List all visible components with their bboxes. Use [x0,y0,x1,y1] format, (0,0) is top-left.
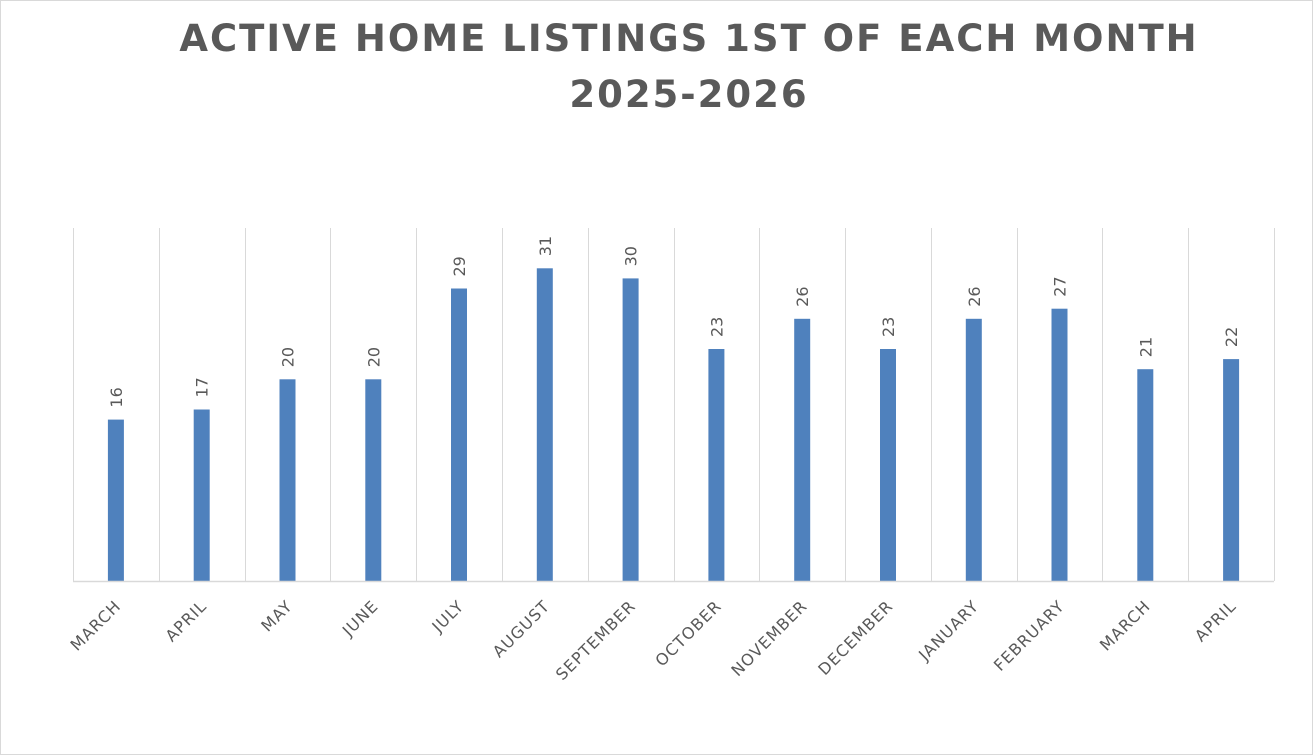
bar-4 [365,379,382,581]
data-label-4: 20 [364,347,383,367]
x-tick-label-10: DECEMBER [814,596,897,679]
x-tick-label-9: NOVEMBER [727,596,811,680]
chart-title-line-1: ACTIVE HOME LISTINGS 1ST OF EACH MONTH [179,17,1199,60]
bar-3 [279,379,296,581]
bar-9 [794,318,811,581]
data-label-1: 16 [107,387,126,407]
data-label-12: 27 [1051,276,1070,296]
bar-7 [622,278,639,581]
data-label-11: 26 [965,286,984,306]
x-tick-label-12: FEBRUARY [990,596,1068,674]
x-tick-label-14: APRIL [1191,596,1240,645]
bar-8 [708,349,725,581]
data-label-2: 17 [193,377,212,397]
data-label-7: 30 [622,246,641,266]
x-tick-label-7: SEPTEMBER [552,596,640,684]
bar-14 [1223,359,1240,581]
x-tick-label-13: MARCH [1096,596,1154,654]
x-tick-label-3: MAY [257,596,296,635]
data-label-9: 26 [793,286,812,306]
data-label-5: 29 [450,256,469,276]
bar-12 [1051,308,1068,581]
bar-6 [536,268,553,581]
x-tick-label-2: APRIL [161,596,210,645]
bar-11 [965,318,982,581]
bar-2 [193,409,210,581]
data-label-6: 31 [536,236,555,256]
bar-5 [451,288,467,581]
x-tick-label-11: JANUARY [914,596,983,665]
grid-lines [73,228,1275,581]
data-label-10: 23 [879,317,898,337]
bar-13 [1137,369,1154,581]
data-label-8: 23 [707,317,726,337]
x-tick-label-5: JULY [428,596,468,636]
x-tick-label-6: AUGUST [489,596,554,661]
bar-10 [880,349,896,581]
chart-title: ACTIVE HOME LISTINGS 1ST OF EACH MONTH 2… [1,11,1313,123]
x-tick-label-4: JUNE [338,596,382,640]
bar-1 [107,419,124,581]
data-label-13: 21 [1136,337,1155,357]
bars [107,268,1240,581]
x-tick-label-8: OCTOBER [651,596,725,670]
data-label-14: 22 [1222,327,1241,347]
x-tick-label-1: MARCH [67,596,125,654]
data-label-3: 20 [279,347,298,367]
data-labels: 16 17 20 20 29 31 30 23 26 23 26 27 21 22 [107,236,1241,408]
chart-title-line-2: 2025-2026 [569,73,809,116]
